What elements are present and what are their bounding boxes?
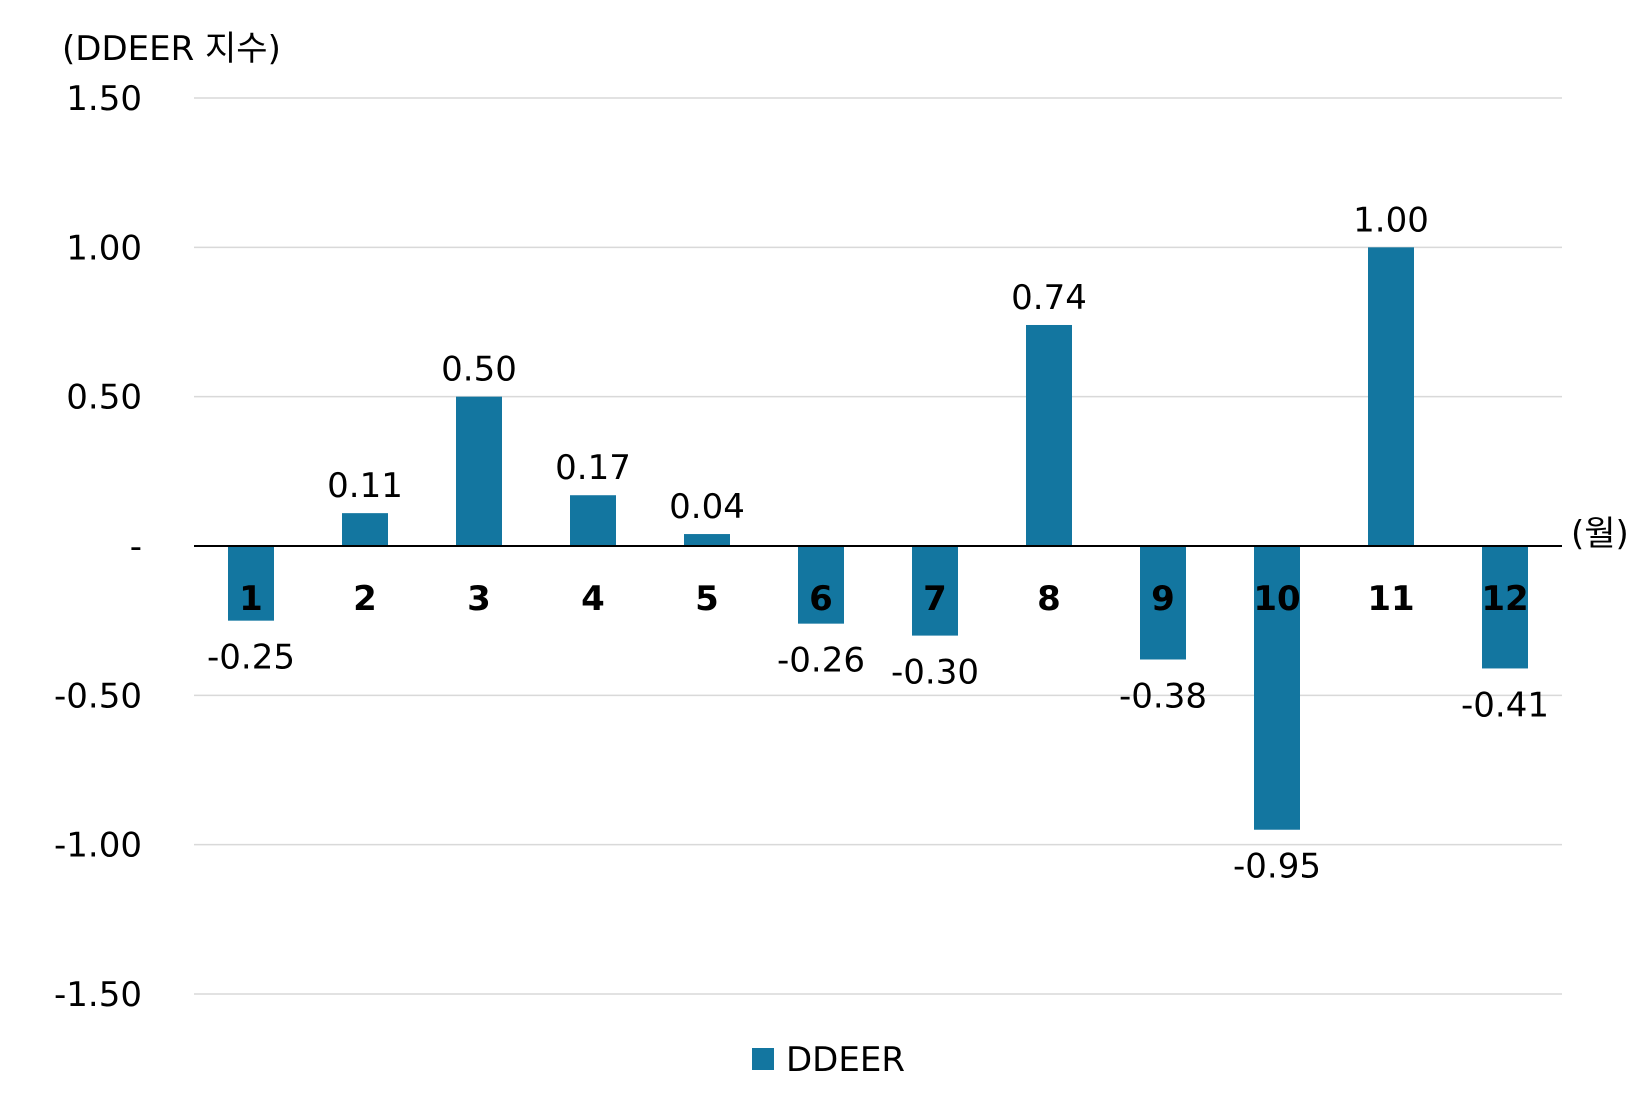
y-axis-label: (DDEER 지수) [62, 29, 281, 69]
category-labels: 1 2 3 4 5 6 7 8 9 10 11 12 [239, 579, 1529, 619]
bars [228, 247, 1528, 830]
y-tick-label: -1.00 [54, 826, 142, 866]
y-tick-label: -1.50 [54, 975, 142, 1015]
category-label: 3 [467, 579, 491, 619]
gridlines [194, 97, 1562, 995]
data-label: 1.00 [1353, 200, 1429, 240]
data-label: -0.41 [1461, 685, 1549, 725]
data-labels: -0.25 0.11 0.50 0.17 0.04 -0.26 -0.30 0.74 -0.38… [207, 200, 1549, 886]
category-label: 5 [695, 579, 719, 619]
bar [456, 396, 502, 546]
bar [1254, 546, 1300, 830]
bar [1026, 324, 1072, 546]
legend-swatch [752, 1048, 774, 1070]
data-label: 0.74 [1011, 278, 1087, 318]
bar [570, 495, 616, 546]
category-label: 1 [239, 579, 263, 619]
data-label: 0.11 [327, 466, 403, 506]
x-axis-unit-label: (월) [1571, 514, 1629, 554]
category-label: 4 [581, 579, 605, 619]
category-label: 10 [1253, 579, 1300, 619]
bar [912, 546, 958, 636]
category-label: 7 [923, 579, 947, 619]
y-tick-label: -0.50 [54, 676, 142, 716]
y-tick-label: - [130, 527, 142, 567]
category-label: 2 [353, 579, 377, 619]
y-tick-label: 1.50 [66, 79, 142, 119]
category-label: 11 [1367, 579, 1414, 619]
data-label: -0.30 [891, 653, 979, 693]
y-tick-label: 1.00 [66, 228, 142, 268]
data-label: -0.25 [207, 638, 295, 678]
category-label: 6 [809, 579, 833, 619]
bar [1482, 546, 1528, 669]
y-tick-labels: 1.50 1.00 0.50 - -0.50 -1.00 -1.50 [54, 79, 142, 1015]
category-label: 12 [1481, 579, 1528, 619]
data-label: -0.38 [1119, 676, 1207, 716]
data-label: 0.04 [669, 487, 745, 527]
bar [342, 513, 388, 546]
bar [798, 546, 844, 624]
data-label: 0.50 [441, 350, 517, 390]
bar [228, 546, 274, 621]
legend-label: DDEER [786, 1040, 905, 1080]
data-label: 0.17 [555, 448, 631, 488]
category-label: 9 [1151, 579, 1175, 619]
category-label: 8 [1037, 579, 1061, 619]
y-tick-label: 0.50 [66, 378, 142, 418]
data-label: -0.26 [777, 641, 865, 681]
data-label: -0.95 [1233, 847, 1321, 887]
legend: DDEER [752, 1040, 905, 1080]
bar [684, 534, 730, 546]
bar [1140, 546, 1186, 660]
bar [1368, 247, 1414, 547]
